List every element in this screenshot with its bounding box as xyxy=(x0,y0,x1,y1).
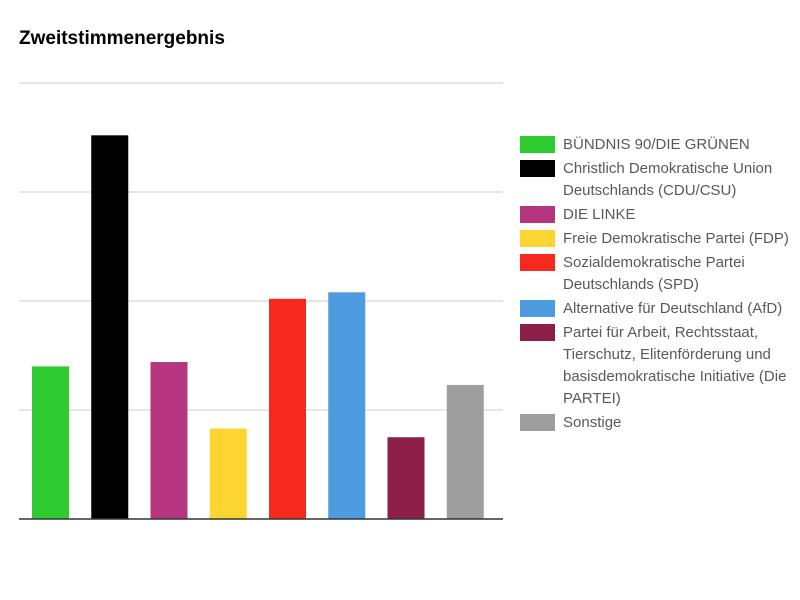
legend-swatch xyxy=(520,324,555,341)
legend-swatch xyxy=(520,160,555,177)
bar-5[interactable] xyxy=(269,298,306,519)
legend-label: Partei für Arbeit, Rechtsstaat, Tierschu… xyxy=(563,324,787,407)
bar-7[interactable] xyxy=(387,437,425,519)
legend-swatch xyxy=(520,136,555,153)
legend-label: Sonstige xyxy=(563,414,622,431)
legend-label: DIE LINKE xyxy=(563,206,636,223)
legend-item[interactable]: BÜNDNIS 90/DIE GRÜNEN xyxy=(520,134,800,156)
legend-label: BÜNDNIS 90/DIE GRÜNEN xyxy=(563,136,750,153)
bar-3[interactable] xyxy=(150,362,188,519)
bar-6[interactable] xyxy=(328,292,366,519)
legend-swatch xyxy=(520,414,555,431)
legend-item[interactable]: Christlich Demokratische Union Deutschla… xyxy=(520,158,800,202)
legend-label: Sozialdemokratische Partei Deutschlands … xyxy=(563,254,745,293)
bar-8[interactable] xyxy=(446,384,484,519)
legend-swatch xyxy=(520,230,555,247)
legend-label: Christlich Demokratische Union Deutschla… xyxy=(563,160,773,199)
legend-swatch xyxy=(520,254,555,271)
bar-4[interactable] xyxy=(209,428,247,519)
legend-item[interactable]: DIE LINKE xyxy=(520,204,800,226)
legend-swatch xyxy=(520,300,555,317)
chart-title: Zweitstimmenergebnis xyxy=(19,28,225,49)
legend-label: Freie Demokratische Partei (FDP) xyxy=(563,230,789,247)
legend-swatch xyxy=(520,206,555,223)
bar-1[interactable] xyxy=(32,366,69,519)
legend-item[interactable]: Sozialdemokratische Partei Deutschlands … xyxy=(520,252,800,296)
legend-item[interactable]: Freie Demokratische Partei (FDP) xyxy=(520,228,800,250)
legend-item[interactable]: Sonstige xyxy=(520,412,800,434)
legend-item[interactable]: Partei für Arbeit, Rechtsstaat, Tierschu… xyxy=(520,322,800,410)
legend-item[interactable]: Alternative für Deutschland (AfD) xyxy=(520,298,800,320)
legend: BÜNDNIS 90/DIE GRÜNEN Christlich Demokrat… xyxy=(520,134,800,436)
bar-2[interactable] xyxy=(91,135,129,519)
legend-label: Alternative für Deutschland (AfD) xyxy=(563,300,783,317)
